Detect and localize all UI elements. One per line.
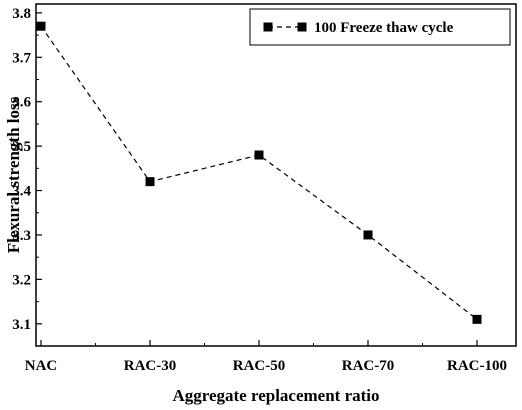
legend: 100 Freeze thaw cycle — [249, 8, 511, 46]
y-axis-ticks: 3.1 3.2 3.3 3.4 3.5 3.6 3.7 3.8 — [12, 6, 42, 333]
y-tick-label: 3.2 — [12, 272, 31, 288]
y-tick-label: 3.4 — [12, 184, 31, 200]
y-tick-label: 3.1 — [12, 317, 31, 333]
x-tick-label: RAC-70 — [342, 358, 395, 374]
x-tick-label: RAC-100 — [447, 358, 507, 374]
y-tick-label: 3.5 — [12, 139, 31, 155]
x-axis-ticks: NAC RAC-30 RAC-50 RAC-70 RAC-100 — [25, 340, 507, 374]
legend-box — [249, 8, 511, 46]
data-point — [36, 21, 46, 31]
data-point — [363, 230, 373, 240]
x-tick-label: RAC-50 — [233, 358, 286, 374]
y-tick-label: 3.7 — [12, 50, 31, 66]
plot-frame — [35, 3, 517, 347]
x-axis-title: Aggregate replacement ratio — [172, 386, 379, 405]
series-layer — [36, 21, 482, 324]
y-tick-label: 3.3 — [12, 228, 31, 244]
data-point — [254, 150, 264, 160]
y-tick-label: 3.6 — [12, 95, 31, 111]
legend-marker-right — [297, 22, 307, 32]
y-tick-label: 3.8 — [12, 6, 31, 22]
y-axis-title: Flexural strength loss — [4, 96, 23, 253]
data-point — [472, 314, 482, 324]
series-line — [40, 25, 478, 320]
x-tick-label: NAC — [25, 358, 58, 374]
data-point — [145, 177, 155, 187]
x-tick-label: RAC-30 — [124, 358, 177, 374]
legend-label: 100 Freeze thaw cycle — [314, 20, 454, 36]
legend-marker-left — [263, 22, 273, 32]
